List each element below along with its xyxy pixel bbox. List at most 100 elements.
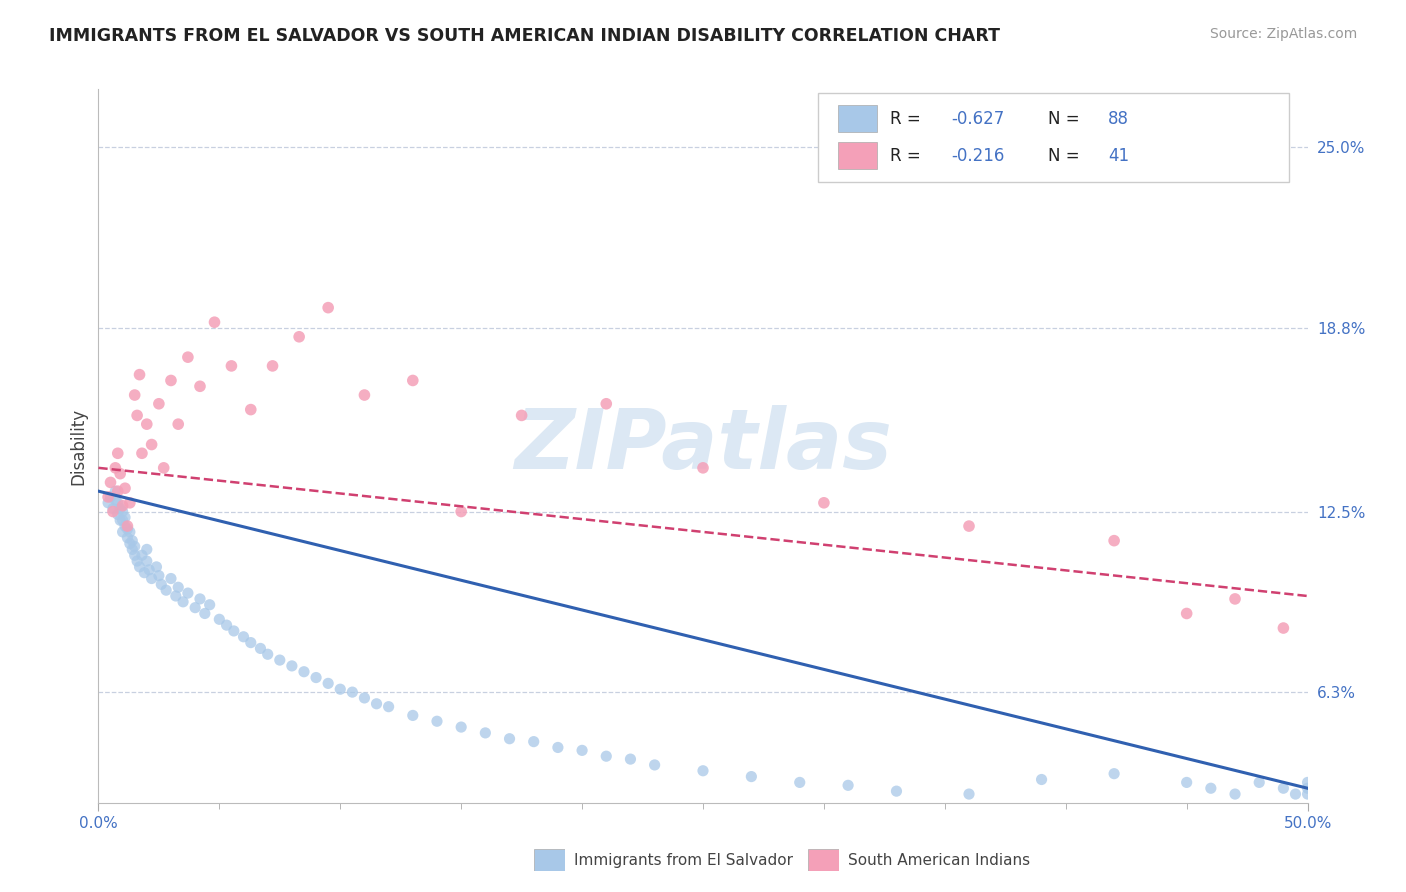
Point: [1175, 775, 1198, 789]
Point: [107, 484, 129, 499]
Point: [160, 374, 183, 388]
Point: [1199, 781, 1222, 796]
Point: [1249, 775, 1271, 789]
Text: 41: 41: [1108, 147, 1129, 165]
Point: [150, 577, 173, 591]
Point: [644, 758, 666, 772]
Point: [239, 635, 262, 649]
FancyBboxPatch shape: [818, 93, 1289, 182]
Point: [292, 665, 315, 679]
Point: [450, 720, 472, 734]
Point: [107, 508, 129, 522]
Point: [97, 490, 120, 504]
Point: [134, 566, 156, 580]
Point: [101, 501, 124, 516]
Point: [108, 513, 131, 527]
Text: IMMIGRANTS FROM EL SALVADOR VS SOUTH AMERICAN INDIAN DISABILITY CORRELATION CHAR: IMMIGRANTS FROM EL SALVADOR VS SOUTH AME…: [49, 27, 1000, 45]
Point: [121, 542, 143, 557]
Point: [1223, 787, 1246, 801]
Point: [167, 580, 190, 594]
Point: [269, 653, 291, 667]
Point: [165, 589, 187, 603]
Point: [127, 554, 149, 568]
Point: [111, 499, 134, 513]
Point: [249, 641, 271, 656]
Point: [957, 519, 980, 533]
Point: [127, 409, 149, 423]
Point: [117, 522, 139, 536]
Point: [281, 659, 304, 673]
Point: [498, 731, 520, 746]
Point: [111, 513, 134, 527]
Point: [108, 501, 131, 516]
Point: [1031, 772, 1053, 787]
Point: [148, 568, 170, 582]
Point: [619, 752, 641, 766]
Point: [188, 379, 211, 393]
Point: [124, 540, 146, 554]
Point: [184, 600, 207, 615]
Point: [114, 519, 136, 533]
Point: [740, 770, 762, 784]
Point: [316, 676, 339, 690]
Point: [114, 510, 136, 524]
Point: [100, 490, 122, 504]
Point: [148, 397, 170, 411]
Point: [145, 560, 167, 574]
Point: [107, 496, 129, 510]
Point: [97, 496, 120, 510]
Point: [1102, 766, 1125, 780]
Point: [138, 563, 160, 577]
Point: [1284, 787, 1306, 801]
Point: [177, 350, 200, 364]
Point: [104, 492, 127, 507]
Point: [208, 612, 231, 626]
Point: [135, 554, 157, 568]
Point: [131, 446, 153, 460]
Point: [239, 402, 262, 417]
FancyBboxPatch shape: [838, 142, 877, 169]
Point: [128, 368, 150, 382]
Text: R =: R =: [890, 111, 927, 128]
Point: [221, 359, 243, 373]
Point: [188, 591, 211, 606]
Point: [426, 714, 449, 729]
Point: [194, 607, 217, 621]
Point: [1175, 607, 1198, 621]
Point: [789, 775, 811, 789]
Point: [547, 740, 569, 755]
Point: [262, 359, 284, 373]
Point: [692, 764, 714, 778]
Point: [402, 374, 425, 388]
Point: [1102, 533, 1125, 548]
Point: [111, 524, 134, 539]
Y-axis label: Disability: Disability: [69, 408, 87, 484]
Text: -0.627: -0.627: [950, 111, 1004, 128]
Point: [118, 524, 141, 539]
Point: [692, 460, 714, 475]
Point: [128, 560, 150, 574]
Point: [837, 778, 859, 792]
Point: [377, 699, 399, 714]
Text: R =: R =: [890, 147, 927, 165]
Point: [957, 787, 980, 801]
Point: [305, 671, 328, 685]
Point: [124, 388, 146, 402]
Point: [1296, 781, 1319, 796]
Point: [256, 647, 278, 661]
Point: [141, 437, 163, 451]
Point: [215, 618, 238, 632]
Point: [160, 572, 183, 586]
Point: [232, 630, 254, 644]
Point: [155, 583, 177, 598]
Point: [316, 301, 339, 315]
Point: [135, 542, 157, 557]
Point: [141, 572, 163, 586]
Point: [135, 417, 157, 432]
Point: [342, 685, 364, 699]
Point: [571, 743, 593, 757]
Point: [198, 598, 221, 612]
Point: [107, 446, 129, 460]
Point: [177, 586, 200, 600]
Point: [366, 697, 388, 711]
